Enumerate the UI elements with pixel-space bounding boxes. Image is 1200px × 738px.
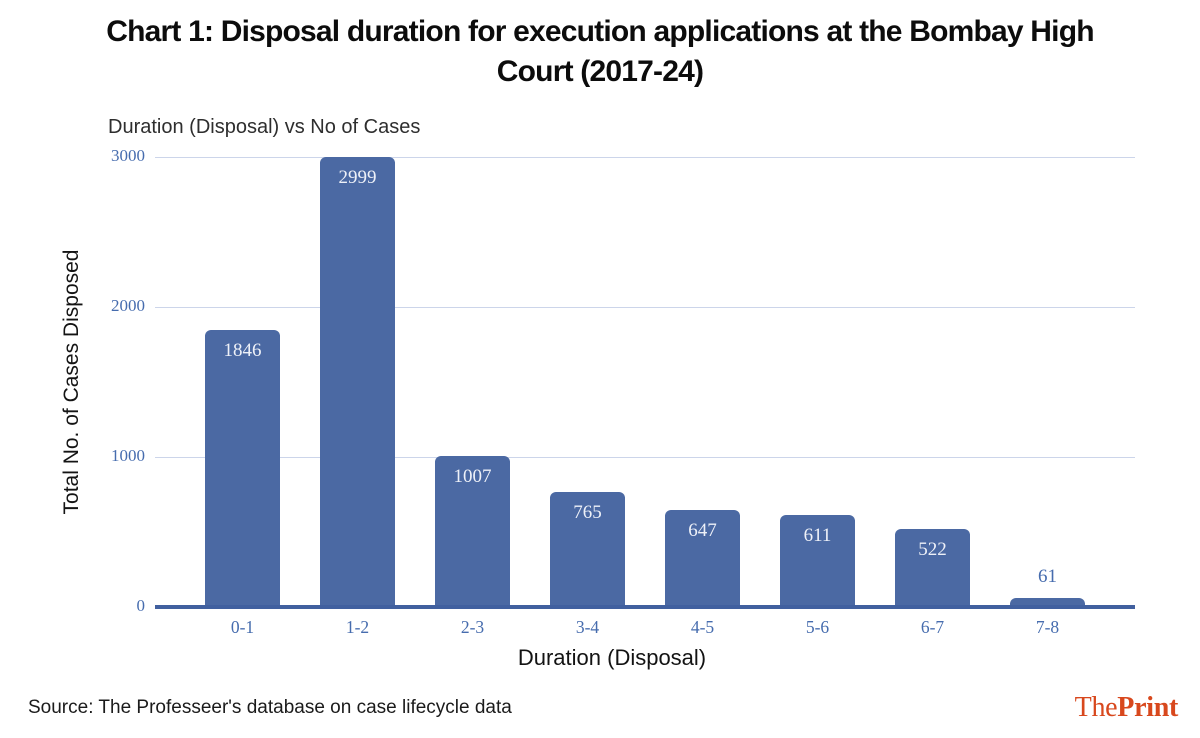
bar-value-label: 61: [1038, 566, 1057, 587]
bar-slot: 765: [550, 157, 625, 607]
x-tick-label: 6-7: [920, 617, 945, 637]
x-axis-line: [155, 605, 1135, 609]
bar: [320, 157, 395, 607]
y-axis-label: Total No. of Cases Disposed: [60, 249, 83, 515]
logo-text-the: The: [1074, 692, 1118, 723]
bar-slot: 522: [895, 157, 970, 607]
source-note: Source: The Professeer's database on cas…: [28, 697, 512, 718]
gridline: [155, 307, 1135, 308]
x-axis-label: Duration (Disposal): [517, 645, 707, 670]
bar-value-label: 647: [688, 520, 717, 541]
x-tick-label: 0-1: [230, 617, 255, 637]
bar-value-label: 522: [918, 539, 947, 560]
bars-group: 1846 2999 1007 765 647 611 522 61: [155, 157, 1135, 607]
bar: [665, 510, 740, 607]
x-tick-row: 0-1 1-2 2-3 3-4 4-5 5-6 6-7 7-8: [155, 617, 1135, 638]
y-tick-label: 2000: [111, 296, 145, 315]
bar: [1010, 598, 1085, 607]
theprint-logo: ThePrint: [1074, 692, 1179, 724]
x-tick-label: 2-3: [460, 617, 485, 637]
bar-value-label: 2999: [338, 167, 377, 188]
logo-text-print: Print: [1117, 692, 1178, 723]
bar: [550, 492, 625, 607]
gridline: [155, 457, 1135, 458]
bar-slot: 1007: [435, 157, 510, 607]
bar-slot: 2999: [320, 157, 395, 607]
bar-slot: 647: [665, 157, 740, 607]
bar: [895, 529, 970, 607]
bar-value-label: 1846: [223, 340, 262, 361]
x-tick-label: 5-6: [805, 617, 830, 637]
gridline: [155, 157, 1135, 158]
y-tick-label: 3000: [111, 146, 145, 165]
x-tick-label: 7-8: [1035, 617, 1060, 637]
x-tick-label: 1-2: [345, 617, 370, 637]
x-tick-label: 3-4: [575, 617, 600, 637]
bar: [780, 515, 855, 607]
bar-slot: 1846: [205, 157, 280, 607]
x-tick-label: 4-5: [690, 617, 715, 637]
chart-subtitle: Duration (Disposal) vs No of Cases: [108, 116, 421, 138]
y-tick-label: 0: [136, 596, 146, 615]
chart-title: Chart 1: Disposal duration for execution…: [106, 15, 1094, 88]
y-tick-label: 1000: [111, 446, 145, 465]
bar: [205, 330, 280, 607]
plot-area: 0 1000 2000 3000 1846 2999 1007 765 647 611 522 61: [111, 146, 1135, 615]
bar-value-label: 765: [573, 502, 602, 523]
bar-slot: 611: [780, 157, 855, 607]
bar-value-label: 611: [803, 525, 832, 546]
bar-value-label: 1007: [453, 466, 492, 487]
bar-slot: 61: [1010, 157, 1085, 607]
bar: [435, 456, 510, 607]
